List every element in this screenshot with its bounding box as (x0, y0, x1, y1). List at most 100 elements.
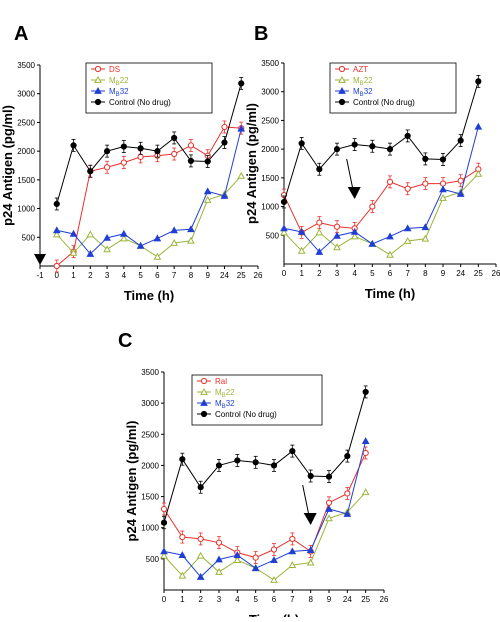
data-point (170, 226, 179, 234)
x-tick-label: 8 (423, 269, 428, 278)
data-point (456, 189, 465, 197)
x-tick-label: 4 (235, 595, 240, 604)
arrow-head (347, 187, 361, 199)
data-point (369, 203, 376, 210)
x-tick-label: 9 (441, 269, 446, 278)
data-point (170, 238, 179, 246)
data-point (475, 78, 482, 85)
data-point (344, 452, 351, 460)
arrow-head (34, 254, 46, 265)
data-point (178, 571, 187, 579)
series-line (283, 126, 479, 253)
data-point (298, 140, 305, 147)
x-tick-label: -1 (36, 271, 44, 280)
data-point (270, 576, 278, 583)
legend-swatch-marker (94, 65, 102, 73)
data-point (289, 448, 296, 455)
data-point (187, 142, 195, 149)
y-axis-title: p24 Antigen (pg/ml) (124, 421, 139, 542)
data-point (187, 225, 195, 233)
x-tick-label: 5 (370, 269, 375, 278)
arrow-annotation (302, 484, 317, 525)
y-tick-label: 500 (22, 233, 36, 242)
data-point (280, 198, 288, 206)
legend-label-number: 22 (364, 76, 373, 85)
data-point (368, 239, 377, 247)
data-point (350, 232, 359, 240)
data-point (203, 187, 212, 195)
data-point (270, 462, 278, 469)
data-point (474, 122, 483, 130)
data-point (403, 224, 412, 232)
y-tick-label: 2500 (141, 430, 159, 439)
data-point (237, 124, 246, 132)
data-point (316, 219, 323, 226)
data-point (204, 158, 211, 165)
data-point (361, 437, 370, 445)
data-point (69, 229, 78, 237)
x-tick-label: 7 (405, 269, 410, 278)
series-mb32 (160, 437, 370, 580)
x-tick-label: 5 (138, 271, 143, 280)
x-tick-label: 9 (205, 271, 210, 280)
legend-label-number: 22 (226, 388, 235, 397)
legend-label: MB32 (109, 87, 129, 98)
data-point (251, 564, 260, 572)
legend-label: AZT (353, 65, 368, 74)
x-tick-label: 25 (237, 271, 246, 280)
x-tick-label: 4 (352, 269, 357, 278)
data-point (333, 223, 341, 230)
data-point (179, 533, 186, 541)
data-point (178, 551, 187, 559)
data-point (343, 509, 352, 517)
legend-swatch-marker (94, 86, 102, 94)
data-point (404, 185, 411, 192)
data-point (187, 157, 195, 165)
data-point (233, 556, 242, 564)
x-tick-label: 9 (327, 595, 332, 604)
data-point (316, 166, 323, 173)
data-point (52, 226, 61, 234)
y-tick-label: 2500 (17, 118, 35, 127)
data-point (52, 230, 61, 238)
data-point (386, 146, 394, 153)
data-point (325, 504, 333, 512)
legend-box (191, 374, 323, 426)
data-point (196, 572, 205, 580)
legend-swatch-marker (338, 65, 346, 73)
data-point (439, 185, 447, 193)
data-point (103, 245, 111, 253)
y-tick-label: 500 (146, 555, 160, 564)
legend-swatch-marker (338, 98, 346, 106)
series-ds (53, 120, 245, 273)
data-point (215, 555, 223, 563)
data-point (153, 252, 162, 260)
y-tick-label: 3000 (261, 88, 279, 97)
data-point (119, 229, 128, 237)
data-point (53, 200, 60, 208)
data-point (315, 247, 324, 255)
data-point (333, 231, 341, 239)
x-tick-label: 5 (253, 595, 258, 604)
data-point (136, 241, 145, 249)
panel-c: C 0 1 2 3 4 5 6 7 8 9 24 25 26 500 1000 1500 2000 2500 300… (118, 330, 389, 622)
legend-label-number: 32 (364, 87, 373, 96)
x-tick-label: 2 (88, 271, 93, 280)
legend-swatch-marker (200, 410, 208, 418)
data-point (325, 499, 333, 506)
legend-label-subscript: B (116, 92, 120, 98)
legend-label: MB22 (353, 76, 373, 87)
data-point (160, 547, 168, 555)
legend-label: Control (No drug) (353, 98, 415, 107)
legend-swatch-marker (94, 98, 102, 106)
series-line (163, 491, 367, 581)
data-point (103, 148, 111, 155)
legend-label-subscript: B (116, 81, 120, 87)
data-point (252, 554, 259, 561)
legend-label-subscript: B (360, 81, 364, 87)
legend-swatch-marker (338, 86, 346, 94)
panel-b: B 0 1 2 3 4 5 6 7 8 9 24 25 26 500 1000 1500 2000 2500 300… (244, 23, 500, 301)
